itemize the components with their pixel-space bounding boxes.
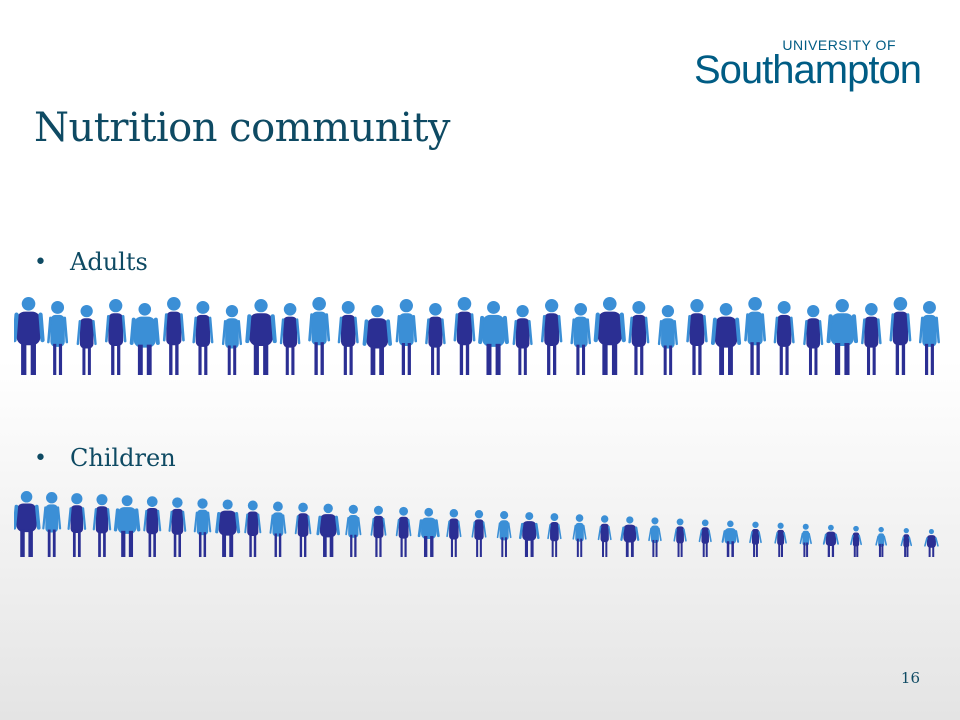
- child-figure: [345, 504, 362, 557]
- child-figure: [269, 501, 287, 557]
- child-figure: [417, 507, 440, 557]
- adult-figure: [593, 297, 626, 375]
- adult-figure: [803, 305, 824, 375]
- adult-figure: [686, 299, 708, 375]
- adult-figure: [279, 303, 301, 375]
- child-figure: [370, 505, 387, 557]
- child-figure: [113, 495, 141, 557]
- slide-title: Nutrition community: [34, 105, 451, 151]
- adult-figure: [105, 299, 127, 375]
- university-logo: UNIVERSITY OF Southampton: [694, 37, 922, 92]
- adult-figure: [129, 303, 160, 375]
- child-figure: [547, 513, 562, 557]
- child-figure: [471, 510, 487, 557]
- child-figure: [799, 523, 812, 557]
- logo-university-of: UNIVERSITY OF: [782, 37, 896, 53]
- child-figure: [673, 518, 687, 557]
- adult-figure: [478, 301, 509, 375]
- bullet-children: • Children: [34, 444, 176, 472]
- adult-figure: [47, 301, 69, 375]
- adult-figure: [826, 299, 859, 375]
- child-figures-illustration: [14, 491, 939, 557]
- adult-figure: [362, 305, 392, 375]
- adult-figure: [570, 303, 591, 375]
- child-figure: [518, 512, 540, 557]
- child-figure: [143, 496, 162, 557]
- bullet-dot: •: [34, 445, 47, 471]
- child-figure: [572, 514, 587, 557]
- adult-figure: [221, 305, 243, 375]
- bullet-dot: •: [34, 249, 47, 275]
- adult-figure: [657, 305, 678, 375]
- child-figure: [900, 527, 913, 557]
- adult-figure: [540, 299, 563, 375]
- adult-figure: [337, 301, 359, 375]
- adult-figure: [425, 303, 446, 375]
- child-figure: [395, 506, 412, 557]
- child-figure: [749, 521, 762, 557]
- bullet-label-adults: Adults: [70, 248, 148, 276]
- adult-figure: [512, 305, 533, 375]
- adult-figure: [773, 301, 795, 375]
- child-figure: [67, 493, 87, 557]
- child-figure: [193, 498, 212, 557]
- child-figure: [92, 494, 112, 557]
- child-figure: [294, 502, 312, 557]
- adult-figure: [308, 297, 331, 375]
- adult-figure: [861, 303, 882, 375]
- child-figure: [42, 492, 62, 557]
- child-figure: [850, 525, 862, 557]
- adult-figure: [744, 297, 767, 375]
- child-figure: [620, 516, 640, 557]
- adult-figure: [76, 305, 97, 375]
- adult-figure: [162, 297, 185, 375]
- child-figure: [822, 524, 839, 557]
- bullet-label-children: Children: [70, 444, 176, 472]
- child-figure: [774, 522, 787, 557]
- adult-figure: [395, 299, 418, 375]
- bullet-adults: • Adults: [34, 248, 148, 276]
- child-figure: [875, 526, 888, 557]
- child-figure: [215, 499, 241, 557]
- child-figure: [244, 500, 262, 557]
- adult-figure: [918, 301, 940, 375]
- child-figure: [14, 491, 41, 557]
- adult-figure: [710, 303, 742, 375]
- adult-figure: [14, 297, 45, 375]
- page-number: 16: [900, 669, 920, 687]
- logo-southampton: Southampton: [694, 48, 922, 92]
- child-figure: [924, 529, 939, 557]
- child-figure: [721, 520, 740, 557]
- child-figure: [648, 517, 662, 557]
- child-figure: [168, 497, 187, 557]
- child-figure: [698, 519, 712, 557]
- adult-figure: [628, 301, 650, 375]
- child-figure: [496, 511, 512, 557]
- adult-figure: [192, 301, 214, 375]
- adult-figure: [453, 297, 476, 375]
- child-figure: [597, 515, 612, 557]
- adult-figure: [245, 299, 277, 375]
- child-figure: [316, 503, 340, 557]
- adult-figure: [889, 297, 912, 375]
- child-figure: [446, 508, 462, 557]
- adult-figures-illustration: [14, 297, 940, 375]
